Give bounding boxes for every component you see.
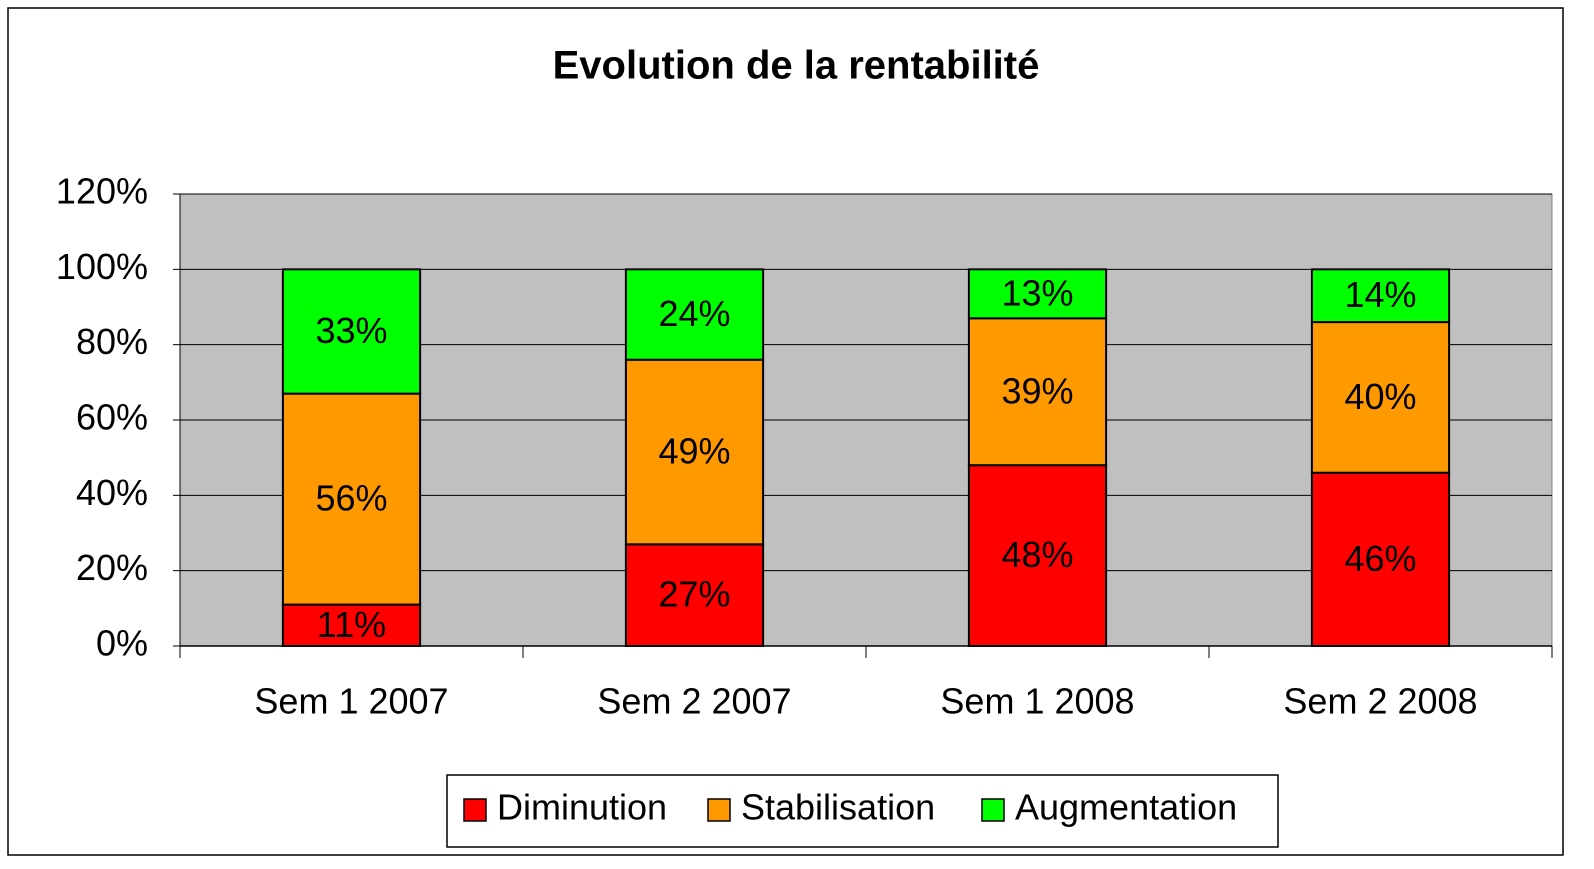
legend-swatch: [463, 798, 487, 822]
legend-label: Stabilisation: [741, 787, 935, 828]
legend-swatch: [981, 798, 1005, 822]
data-label: 48%: [1001, 534, 1073, 575]
y-tick-label: 60%: [76, 397, 148, 438]
x-tick-label: Sem 2 2007: [597, 681, 791, 722]
legend-label: Augmentation: [1015, 787, 1237, 828]
legend-label: Diminution: [497, 787, 667, 828]
data-label: 33%: [315, 310, 387, 351]
data-label: 46%: [1344, 538, 1416, 579]
legend-swatch: [707, 798, 731, 822]
data-label: 40%: [1344, 376, 1416, 417]
data-label: 13%: [1001, 272, 1073, 313]
data-label: 56%: [315, 478, 387, 519]
bar-segment: [624, 358, 765, 546]
y-tick-label: 0%: [96, 623, 148, 664]
bar-segment: [281, 268, 422, 395]
data-label: 11%: [317, 604, 386, 645]
bar-segment: [967, 464, 1108, 648]
y-tick-label: 80%: [76, 321, 148, 362]
y-tick-label: 120%: [56, 171, 148, 212]
data-label: 39%: [1001, 370, 1073, 411]
y-tick-label: 100%: [56, 246, 148, 287]
data-label: 24%: [658, 293, 730, 334]
y-tick-label: 20%: [76, 547, 148, 588]
x-tick-label: Sem 1 2008: [940, 681, 1134, 722]
x-tick-label: Sem 1 2007: [254, 681, 448, 722]
y-tick-label: 40%: [76, 472, 148, 513]
data-label: 27%: [658, 574, 730, 615]
bar-segment: [967, 268, 1108, 320]
data-label: 49%: [658, 431, 730, 472]
bar-segment: [967, 317, 1108, 467]
bar-segment: [624, 543, 765, 647]
data-label: 14%: [1344, 274, 1416, 315]
x-tick-label: Sem 2 2008: [1283, 681, 1477, 722]
bar-segment: [624, 268, 765, 361]
chart-title: Evolution de la rentabilité: [553, 44, 1040, 88]
legend-box: [446, 774, 1279, 848]
bar-segment: [1310, 268, 1451, 324]
